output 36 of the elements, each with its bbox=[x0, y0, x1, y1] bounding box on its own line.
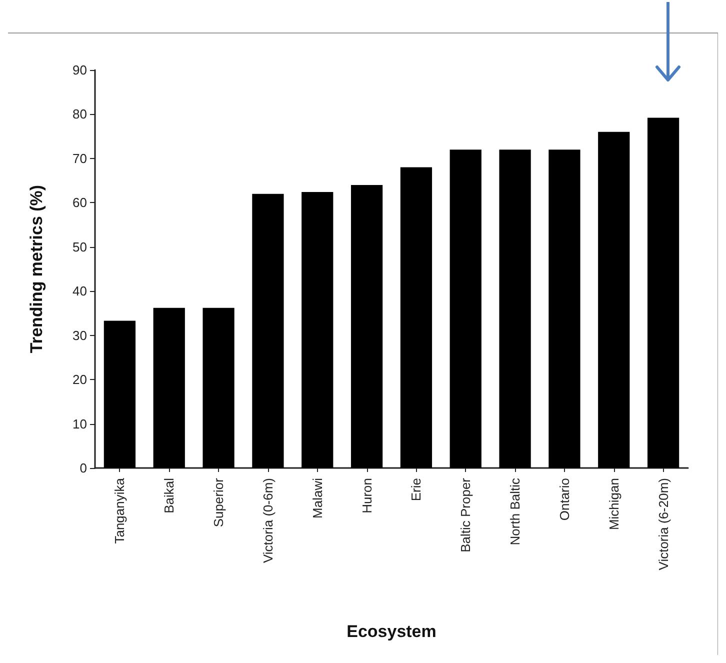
y-tick-label: 20 bbox=[72, 372, 87, 388]
bar bbox=[400, 167, 432, 468]
y-axis-title: Trending metrics (%) bbox=[27, 184, 46, 354]
bar bbox=[153, 308, 185, 468]
x-tick-label: Michigan bbox=[606, 478, 622, 530]
y-tick-label: 0 bbox=[80, 460, 87, 476]
y-tick-label: 30 bbox=[72, 328, 87, 343]
y-tick-label: 90 bbox=[72, 62, 87, 78]
x-tick-label: Baikal bbox=[162, 478, 177, 514]
x-tick-label: Victoria (0-6m) bbox=[260, 478, 276, 564]
x-tick-label: Ontario bbox=[556, 478, 572, 521]
y-tick-label: 80 bbox=[72, 106, 87, 122]
y-tick-label: 50 bbox=[72, 239, 87, 254]
bar bbox=[104, 320, 136, 468]
bar bbox=[252, 194, 284, 468]
x-tick-label: Huron bbox=[359, 478, 374, 514]
bar bbox=[548, 150, 580, 468]
x-tick-label: Superior bbox=[211, 477, 226, 528]
x-tick-label: Malawi bbox=[310, 478, 325, 518]
x-axis-title: Ecosystem bbox=[346, 622, 436, 641]
x-tick-label: Erie bbox=[408, 478, 424, 502]
bar bbox=[499, 150, 531, 468]
y-tick-label: 60 bbox=[72, 195, 87, 210]
x-tick-label: Baltic Proper bbox=[458, 477, 474, 552]
x-tick-label: Tanganyika bbox=[112, 477, 128, 544]
bar bbox=[598, 132, 630, 468]
bar bbox=[647, 118, 680, 468]
bar bbox=[302, 192, 334, 468]
y-tick-label: 40 bbox=[72, 284, 87, 299]
bar bbox=[350, 184, 383, 468]
y-tick-label: 10 bbox=[72, 416, 87, 432]
bar bbox=[202, 308, 234, 468]
y-tick-label: 70 bbox=[72, 150, 87, 166]
x-tick-label: Victoria (6-20m) bbox=[656, 478, 671, 570]
bar bbox=[450, 150, 482, 468]
x-tick-label: North Baltic bbox=[508, 478, 523, 546]
